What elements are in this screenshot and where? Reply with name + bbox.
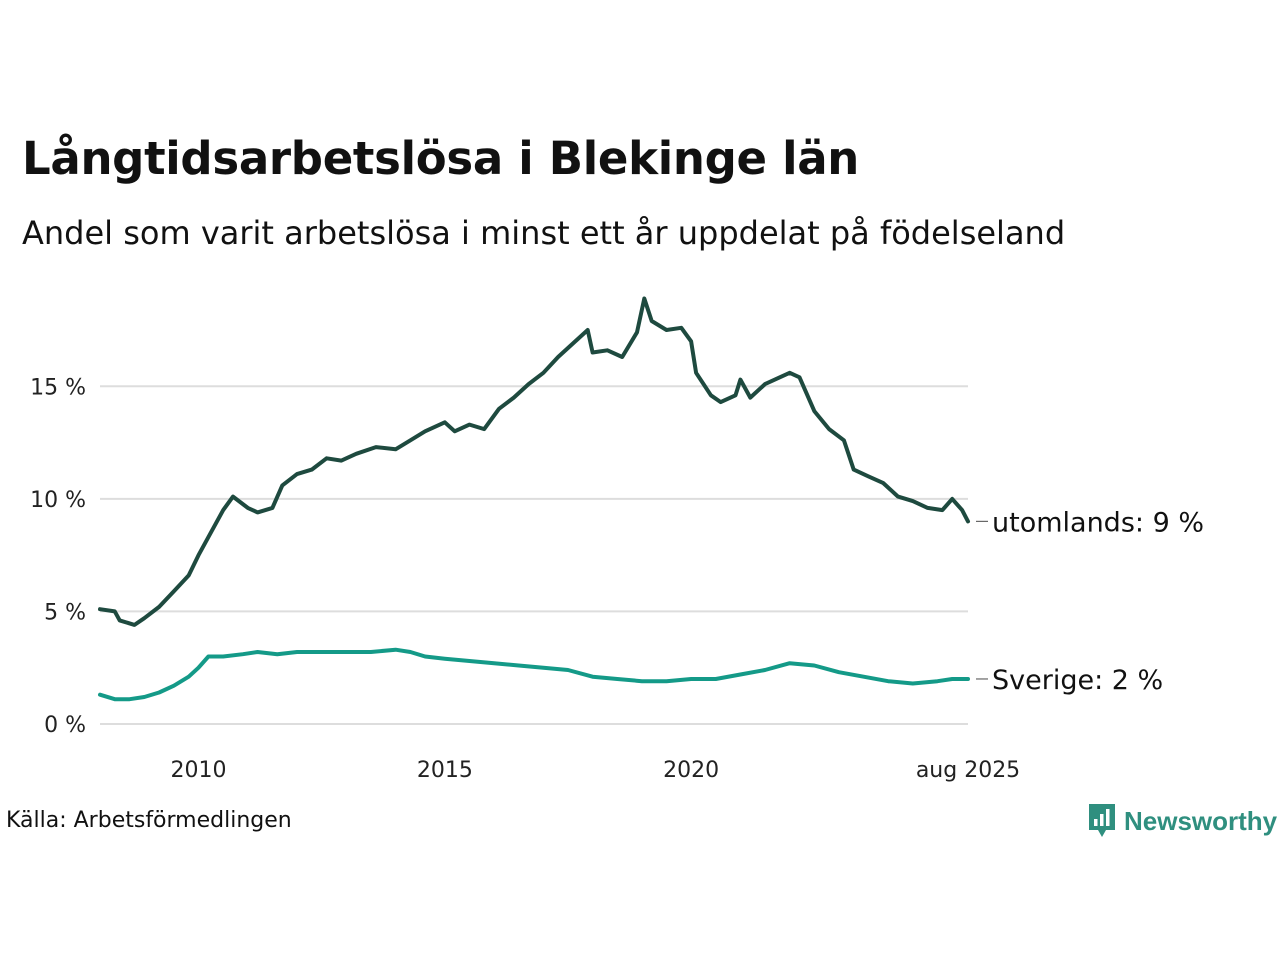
y-tick-label: 15 %	[30, 375, 86, 400]
series-lines	[98, 296, 970, 702]
series-end-labels: utomlands: 9 % Sverige: 2 %	[976, 507, 1204, 696]
brand-logo: Newsworthy	[1088, 803, 1277, 839]
brand-name: Newsworthy	[1124, 805, 1278, 836]
source-note: Källa: Arbetsförmedlingen	[6, 808, 292, 833]
y-tick-label: 0 %	[44, 713, 86, 738]
chart-title: Långtidsarbetslösa i Blekinge län	[22, 132, 860, 185]
chart-subtitle: Andel som varit arbetslösa i minst ett å…	[22, 214, 1066, 252]
x-tick-label: 2020	[663, 758, 719, 783]
x-axis-ticks: 2010 2015 2020 aug 2025	[171, 758, 1021, 783]
line-chart: 0 % 5 % 10 % 15 % 2010 2015 2020 aug 2025 utom…	[30, 296, 1204, 783]
y-tick-label: 10 %	[30, 488, 86, 513]
end-label-utomlands: utomlands: 9 %	[992, 507, 1204, 538]
y-axis-ticks: 0 % 5 % 10 % 15 %	[30, 375, 86, 738]
end-label-sverige: Sverige: 2 %	[992, 665, 1163, 696]
x-tick-label: 2015	[417, 758, 473, 783]
grid-lines	[100, 385, 968, 725]
bar-chart-icon	[1089, 804, 1115, 837]
series-line-utomlands	[98, 296, 970, 627]
x-tick-label: aug 2025	[916, 758, 1020, 783]
y-tick-label: 5 %	[44, 600, 86, 625]
x-tick-label: 2010	[171, 758, 227, 783]
series-line-sverige	[98, 647, 970, 702]
